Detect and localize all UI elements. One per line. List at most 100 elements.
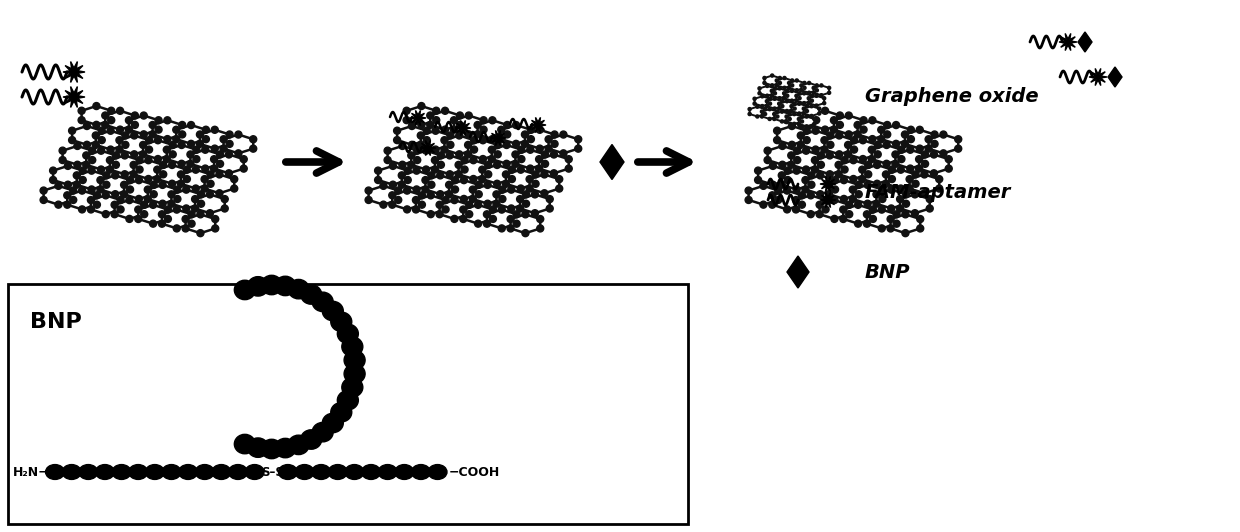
Circle shape [849,176,857,182]
Circle shape [470,176,477,182]
Circle shape [507,215,515,222]
Circle shape [769,192,776,199]
Circle shape [79,167,87,174]
Polygon shape [773,190,802,210]
Circle shape [826,181,832,188]
Circle shape [145,176,153,182]
Circle shape [413,206,419,213]
Circle shape [915,156,923,163]
Polygon shape [77,171,107,189]
Circle shape [83,161,89,168]
Circle shape [861,117,867,124]
Circle shape [221,145,227,152]
Polygon shape [760,86,775,96]
Polygon shape [820,177,836,192]
Polygon shape [843,205,873,223]
Polygon shape [804,106,820,116]
Ellipse shape [312,422,334,442]
Circle shape [140,211,148,218]
Circle shape [112,201,118,209]
Polygon shape [455,120,471,136]
Circle shape [413,167,420,174]
Circle shape [792,196,800,204]
Polygon shape [808,96,825,105]
Circle shape [193,146,200,153]
Circle shape [817,172,823,179]
Circle shape [479,166,486,173]
Polygon shape [501,125,531,144]
Circle shape [859,137,867,144]
Circle shape [69,187,77,194]
Polygon shape [900,194,930,213]
Circle shape [551,170,558,177]
Polygon shape [176,125,206,144]
Circle shape [102,121,109,128]
Circle shape [389,162,397,169]
Ellipse shape [342,337,363,356]
Polygon shape [153,120,182,139]
Circle shape [211,165,217,172]
Circle shape [926,196,934,203]
Circle shape [817,161,825,168]
Circle shape [537,215,543,222]
Circle shape [97,186,104,193]
Circle shape [764,156,771,163]
Circle shape [560,150,567,157]
Circle shape [135,206,141,213]
Circle shape [812,146,820,153]
Ellipse shape [275,276,296,296]
Circle shape [916,215,924,222]
Polygon shape [835,115,863,135]
Circle shape [893,140,899,147]
Polygon shape [412,151,441,170]
Circle shape [936,185,942,192]
Polygon shape [801,83,817,93]
Circle shape [532,171,539,178]
Circle shape [460,177,467,184]
Ellipse shape [275,438,296,458]
Circle shape [211,145,218,152]
Circle shape [159,211,165,218]
Circle shape [69,196,77,203]
Circle shape [532,191,538,198]
Ellipse shape [288,435,309,454]
Circle shape [423,166,429,173]
Circle shape [64,162,72,169]
Circle shape [817,107,821,110]
Circle shape [536,126,543,134]
Circle shape [427,112,434,119]
Circle shape [790,105,794,107]
Circle shape [78,107,86,114]
Circle shape [822,102,826,105]
Ellipse shape [412,464,430,479]
Circle shape [365,196,372,203]
Polygon shape [171,189,201,209]
Polygon shape [392,190,422,210]
Circle shape [779,161,786,168]
Circle shape [800,89,804,92]
Polygon shape [420,131,450,149]
Circle shape [384,147,391,154]
Circle shape [784,187,791,194]
Circle shape [418,201,425,208]
Circle shape [522,140,528,147]
Circle shape [776,115,779,118]
Circle shape [846,112,852,119]
Circle shape [768,107,771,111]
Polygon shape [520,194,549,213]
Circle shape [68,137,76,144]
Circle shape [807,192,815,199]
Circle shape [805,105,808,107]
Circle shape [879,186,885,193]
Circle shape [428,192,434,199]
Polygon shape [62,146,92,165]
Circle shape [832,177,838,184]
Polygon shape [885,170,915,188]
Circle shape [797,142,805,148]
Circle shape [144,195,151,203]
Circle shape [197,200,205,207]
Circle shape [365,187,372,194]
Circle shape [102,211,109,218]
Circle shape [921,171,928,178]
Circle shape [192,166,200,173]
